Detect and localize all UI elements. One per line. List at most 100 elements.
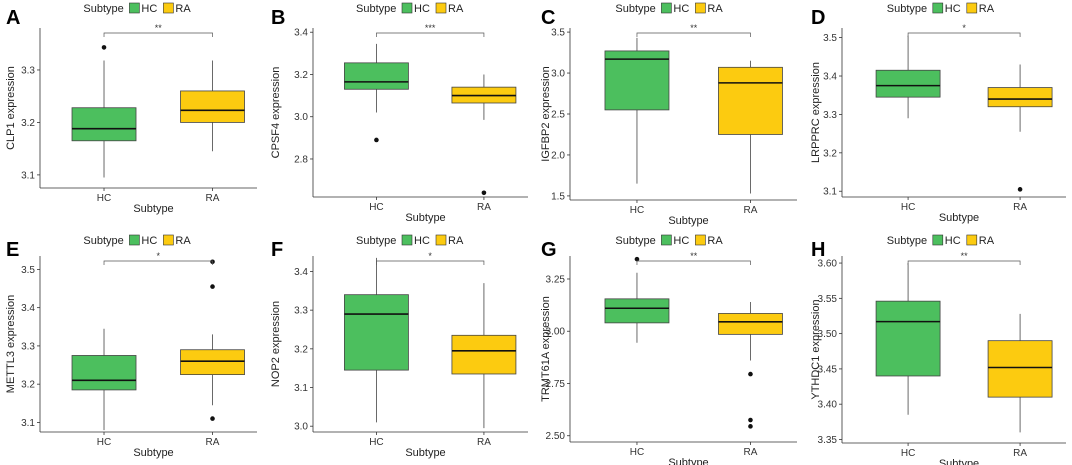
x-axis-title: Subtype (668, 215, 708, 227)
y-tick-label: 3.5 (551, 28, 565, 39)
box-iqr (604, 50, 670, 111)
legend-label-ra: RA (707, 235, 723, 247)
legend-swatch-ra (163, 2, 174, 14)
panel-d: D Subtype HC RA 3.1 3.2 3.3 3.4 3.5 LRPPRC expres… (810, 2, 1066, 224)
y-axis-title: CLP1 expression (5, 66, 17, 150)
legend-title: Subtype (83, 3, 123, 15)
y-tick-label: 3.2 (294, 70, 308, 81)
x-tick-label-ra: RA (206, 437, 220, 448)
legend-swatch-ra (435, 234, 447, 246)
x-tick-label-hc: HC (369, 202, 383, 213)
x-tick-label-hc: HC (901, 448, 915, 459)
outlier-point (374, 137, 379, 143)
panel-c: C Subtype HC RA 1.5 2.0 2.5 3.0 3.5 IGFBP2 expres… (540, 2, 797, 227)
legend-label-hc: HC (141, 3, 157, 15)
y-tick-label: 3.2 (21, 380, 35, 391)
y-tick-label: 3.1 (21, 170, 35, 181)
panel-label: C (541, 7, 555, 29)
significance-label: ** (690, 251, 698, 261)
y-axis-title: LRPPRC expression (810, 62, 822, 163)
x-axis-title: Subtype (939, 212, 979, 224)
y-tick-label: 3.1 (21, 418, 35, 429)
box-ra (718, 301, 783, 429)
box-iqr (987, 340, 1053, 398)
box-hc (344, 257, 409, 423)
y-axis-title: YTHDC1 expression (810, 299, 822, 399)
y-tick-label: 3.4 (294, 28, 308, 39)
legend-swatch-ra (695, 2, 706, 14)
legend-label-hc: HC (673, 235, 689, 247)
outlier-point (634, 256, 640, 262)
bracket-line (103, 260, 213, 265)
outlier-point (210, 416, 215, 421)
legend-label-hc: HC (414, 235, 430, 247)
box-iqr (451, 334, 517, 375)
y-tick-label: 2.50 (546, 431, 566, 442)
legend-label-hc: HC (141, 235, 157, 247)
x-tick-label-hc: HC (97, 437, 111, 448)
outlier-point (748, 424, 753, 429)
y-tick-label: 3.4 (823, 72, 837, 83)
x-axis-title: Subtype (133, 203, 173, 215)
panel-h: H Subtype HC RA 3.35 3.40 3.45 3.50 3.55 3.60 YTHD… (810, 234, 1066, 465)
y-tick-label: 3.00 (546, 327, 566, 338)
y-tick-label: 2.75 (546, 379, 566, 390)
legend-label-ra: RA (175, 3, 191, 15)
significance-label: *** (425, 23, 436, 33)
legend-swatch-hc (932, 2, 944, 14)
bracket-line (376, 32, 485, 37)
y-tick-label: 1.5 (551, 191, 565, 202)
legend-label-ra: RA (979, 3, 995, 15)
significance-bracket: *** (376, 23, 485, 37)
legend-swatch-ra (695, 234, 706, 246)
y-tick-label: 3.2 (823, 148, 837, 159)
legend-swatch-hc (129, 234, 140, 246)
significance-label: ** (155, 23, 163, 33)
y-tick-label: 3.0 (294, 422, 308, 433)
y-tick-label: 3.0 (294, 112, 308, 123)
box-ra (180, 60, 245, 152)
y-tick-label: 2.8 (294, 154, 308, 165)
box-iqr (344, 62, 409, 90)
legend-title: Subtype (356, 3, 396, 15)
y-tick-label: 3.3 (21, 341, 35, 352)
legend-swatch-hc (932, 234, 944, 246)
box-iqr (71, 107, 137, 142)
y-tick-label: 3.35 (818, 435, 838, 446)
x-axis-title: Subtype (668, 457, 708, 465)
panel-b: B Subtype HC RA 2.8 3.0 3.2 3.4 CPSF4 expression… (270, 2, 528, 224)
legend-label-ra: RA (448, 3, 464, 15)
significance-bracket: ** (636, 251, 751, 265)
box-ra (451, 283, 517, 429)
box-ra (718, 60, 783, 194)
legend-label-hc: HC (945, 3, 961, 15)
box-ra (451, 74, 517, 196)
box-ra (987, 313, 1053, 433)
x-tick-label-hc: HC (97, 193, 111, 204)
box-hc (875, 35, 941, 119)
significance-bracket: ** (636, 23, 751, 37)
legend-swatch-hc (401, 2, 413, 14)
significance-label: * (962, 23, 966, 33)
bracket-line (907, 260, 1021, 265)
box-hc (875, 263, 941, 415)
y-axis-title: NOP2 expression (270, 301, 282, 387)
legend-title: Subtype (615, 3, 655, 15)
x-tick-label-hc: HC (630, 447, 644, 458)
y-tick-label: 3.3 (294, 306, 308, 317)
x-tick-label-ra: RA (1013, 448, 1027, 459)
legend-swatch-hc (661, 2, 672, 14)
panel-label: B (271, 7, 285, 29)
x-tick-label-ra: RA (206, 193, 220, 204)
y-tick-label: 3.25 (546, 274, 566, 285)
legend-swatch-ra (966, 2, 978, 14)
y-tick-label: 3.2 (294, 344, 308, 355)
box-iqr (718, 66, 783, 135)
box-iqr (180, 90, 245, 123)
panel-f: F Subtype HC RA 3.0 3.1 3.2 3.3 3.4 NOP2 expressi… (270, 234, 528, 459)
bracket-line (376, 260, 485, 265)
outlier-point (481, 190, 487, 196)
x-tick-label-hc: HC (369, 437, 383, 448)
legend-swatch-hc (129, 2, 140, 14)
y-axis-title: TRMT61A expression (540, 296, 552, 402)
